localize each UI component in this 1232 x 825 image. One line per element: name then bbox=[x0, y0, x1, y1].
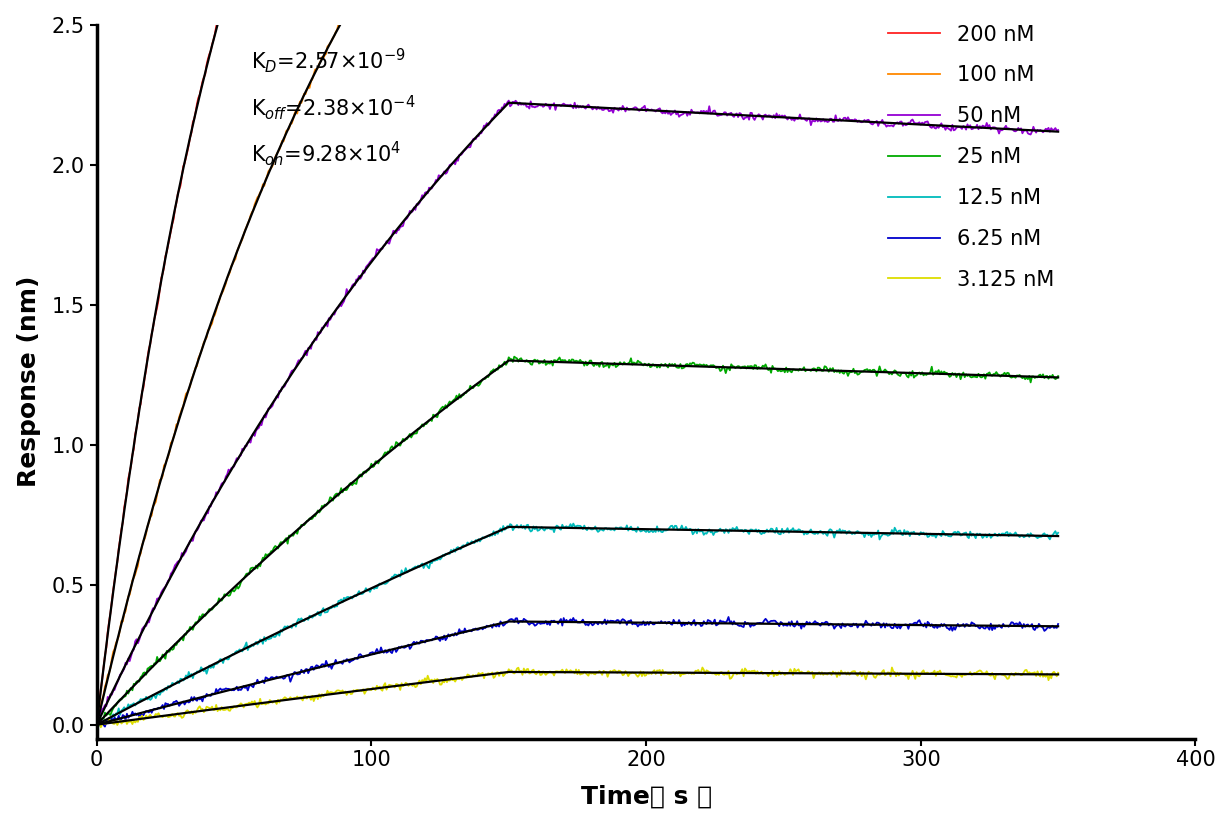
50 nM bbox=[235, 444, 250, 454]
6.25 nM bbox=[1051, 619, 1066, 629]
3.125 nM bbox=[483, 669, 498, 679]
25 nM bbox=[483, 366, 498, 376]
50 nM bbox=[793, 114, 808, 124]
3.125 nM bbox=[913, 669, 928, 679]
100 nM bbox=[235, 234, 250, 244]
Line: 100 nM: 100 nM bbox=[96, 0, 1058, 723]
50 nM bbox=[246, 429, 261, 439]
Line: 12.5 nM: 12.5 nM bbox=[96, 524, 1058, 726]
12.5 nM bbox=[485, 530, 500, 540]
Line: 50 nM: 50 nM bbox=[96, 101, 1058, 727]
50 nM bbox=[89, 722, 103, 732]
100 nM bbox=[246, 205, 261, 215]
6.25 nM bbox=[237, 681, 251, 691]
6.25 nM bbox=[721, 612, 736, 622]
12.5 nM bbox=[914, 529, 929, 539]
50 nM bbox=[501, 96, 516, 106]
100 nM bbox=[89, 718, 103, 728]
50 nM bbox=[913, 120, 928, 130]
Line: 6.25 nM: 6.25 nM bbox=[96, 617, 1058, 727]
3.125 nM bbox=[792, 668, 807, 678]
12.5 nM bbox=[865, 530, 880, 540]
25 nM bbox=[235, 575, 250, 585]
6.25 nM bbox=[485, 623, 500, 633]
25 nM bbox=[506, 351, 521, 361]
50 nM bbox=[864, 119, 878, 129]
6.25 nM bbox=[89, 719, 103, 729]
6.25 nM bbox=[865, 618, 880, 628]
Line: 200 nM: 200 nM bbox=[96, 0, 1058, 722]
12.5 nM bbox=[237, 644, 251, 653]
3.125 nM bbox=[1051, 668, 1066, 678]
3.125 nM bbox=[246, 699, 261, 709]
3.125 nM bbox=[862, 668, 877, 678]
25 nM bbox=[246, 563, 261, 573]
12.5 nM bbox=[796, 526, 811, 536]
Y-axis label: Response (nm): Response (nm) bbox=[17, 276, 41, 488]
Line: 3.125 nM: 3.125 nM bbox=[96, 667, 1058, 728]
25 nM bbox=[89, 719, 103, 728]
3.125 nM bbox=[235, 700, 250, 710]
6.25 nM bbox=[914, 620, 929, 629]
25 nM bbox=[1051, 371, 1066, 381]
50 nM bbox=[483, 116, 498, 126]
Text: K$_D$=2.57×10$^{-9}$
K$_{off}$=2.38×10$^{-4}$
K$_{on}$=9.28×10$^4$: K$_D$=2.57×10$^{-9}$ K$_{off}$=2.38×10$^… bbox=[250, 46, 415, 168]
12.5 nM bbox=[565, 519, 580, 529]
6.25 nM bbox=[248, 678, 262, 688]
25 nM bbox=[913, 370, 928, 380]
50 nM bbox=[1051, 125, 1066, 135]
200 nM bbox=[89, 717, 103, 727]
25 nM bbox=[793, 365, 808, 375]
6.25 nM bbox=[97, 722, 112, 732]
3.125 nM bbox=[885, 662, 899, 672]
12.5 nM bbox=[248, 639, 262, 648]
Legend: 200 nM, 100 nM, 50 nM, 25 nM, 12.5 nM, 6.25 nM, 3.125 nM: 200 nM, 100 nM, 50 nM, 25 nM, 12.5 nM, 6… bbox=[888, 25, 1053, 290]
12.5 nM bbox=[1051, 528, 1066, 538]
X-axis label: Time（ s ）: Time（ s ） bbox=[580, 785, 712, 808]
Line: 25 nM: 25 nM bbox=[96, 356, 1058, 724]
25 nM bbox=[864, 367, 878, 377]
12.5 nM bbox=[92, 721, 107, 731]
6.25 nM bbox=[796, 619, 811, 629]
12.5 nM bbox=[89, 720, 103, 730]
3.125 nM bbox=[89, 724, 103, 733]
